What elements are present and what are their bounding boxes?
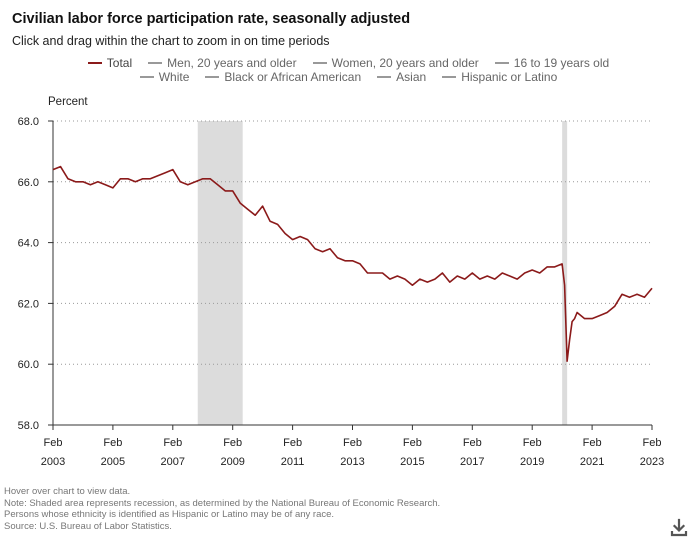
download-glyph (670, 518, 688, 537)
x-tick-month: Feb (403, 437, 422, 449)
x-tick-month: Feb (163, 437, 182, 449)
x-tick-month: Feb (463, 437, 482, 449)
y-tick-label: 66.0 (18, 177, 39, 189)
legend-swatch-total (87, 62, 102, 64)
recession-band-1 (562, 121, 568, 425)
legend-swatch-women-20 (312, 62, 327, 64)
x-tick-month: Feb (283, 437, 302, 449)
series-line-total[interactable] (52, 165, 653, 362)
x-tick-month: Feb (583, 437, 602, 449)
legend-label-black: Black or African American (224, 70, 362, 84)
x-tick-year: 2007 (161, 456, 185, 468)
x-tick-year: 2017 (460, 456, 484, 468)
legend-item-asian[interactable]: Asian (377, 70, 426, 84)
legend-item-women-20[interactable]: Women, 20 years and older (312, 56, 479, 70)
legend-item-16-19[interactable]: 16 to 19 years old (494, 56, 610, 70)
ethnicity-note: Persons whose ethnicity is identified as… (4, 509, 335, 521)
series-lines (52, 165, 653, 362)
y-tick-label: 58.0 (18, 420, 39, 432)
x-tick-month: Feb (223, 437, 242, 449)
legend-label-women-20: Women, 20 years and older (331, 56, 479, 70)
y-tick-label: 62.0 (18, 298, 39, 310)
legend-label-asian: Asian (396, 70, 427, 84)
x-tick-year: 2013 (340, 456, 364, 468)
legend-swatch-16-19 (494, 62, 509, 64)
legend-swatch-black (205, 76, 220, 78)
x-tick-year: 2021 (580, 456, 604, 468)
legend-item-total[interactable]: Total (87, 56, 133, 70)
legend: Total Men, 20 years and older Women, 20 … (0, 56, 697, 84)
footnotes: Hover over chart to view data. Note: Sha… (4, 486, 440, 532)
x-tick-year: 2023 (640, 456, 664, 468)
legend-swatch-men-20 (148, 62, 163, 64)
legend-label-hispanic: Hispanic or Latino (461, 70, 558, 84)
x-tick-year: 2019 (520, 456, 544, 468)
x-tick-month: Feb (103, 437, 122, 449)
legend-item-black[interactable]: Black or African American (205, 70, 361, 84)
legend-item-white[interactable]: White (139, 70, 190, 84)
x-tick-year: 2005 (101, 456, 125, 468)
legend-label-men-20: Men, 20 years and older (167, 56, 297, 70)
x-tick-month: Feb (523, 437, 542, 449)
x-tick-month: Feb (643, 437, 662, 449)
recession-shading (197, 121, 568, 425)
legend-label-white: White (158, 70, 190, 84)
legend-item-hispanic[interactable]: Hispanic or Latino (442, 70, 557, 84)
source-note: Source: U.S. Bureau of Labor Statistics. (4, 520, 172, 532)
download-icon[interactable] (669, 518, 689, 538)
legend-swatch-hispanic (442, 76, 457, 78)
x-tick-year: 2009 (220, 456, 244, 468)
recession-band-0 (197, 121, 243, 425)
chart-title: Civilian labor force participation rate,… (12, 11, 411, 27)
legend-label-16-19: 16 to 19 years old (513, 56, 610, 70)
x-tick-month: Feb (44, 437, 63, 449)
x-tick-labels: Feb 2003 Feb 2005 Feb 2007 Feb 2009 Feb 2011 Feb 20… (41, 425, 664, 468)
line-chart[interactable]: Percent 58.0 60.0 62.0 64.0 66.0 68.0 Feb 2003… (0, 0, 697, 480)
x-tick-year: 2003 (41, 456, 65, 468)
x-tick-month: Feb (343, 437, 362, 449)
legend-row-1: Total Men, 20 years and older Women, 20 … (0, 56, 697, 70)
legend-swatch-asian (377, 76, 392, 78)
y-tick-label: 68.0 (18, 116, 39, 128)
y-axis-label: Percent (48, 96, 88, 108)
legend-item-men-20[interactable]: Men, 20 years and older (148, 56, 297, 70)
x-tick-year: 2015 (400, 456, 424, 468)
recession-note: Note: Shaded area represents recession, … (4, 497, 441, 509)
chart-subtitle: Click and drag within the chart to zoom … (12, 34, 330, 48)
legend-label-total: Total (106, 56, 133, 70)
legend-row-2: White Black or African American Asian Hi… (0, 70, 697, 84)
y-tick-label: 60.0 (18, 359, 39, 371)
y-tick-label: 64.0 (18, 238, 39, 250)
legend-swatch-white (139, 76, 154, 78)
y-tick-labels: 58.0 60.0 62.0 64.0 66.0 68.0 (18, 116, 53, 432)
x-tick-year: 2011 (281, 456, 305, 468)
hover-hint: Hover over chart to view data. (4, 486, 131, 497)
